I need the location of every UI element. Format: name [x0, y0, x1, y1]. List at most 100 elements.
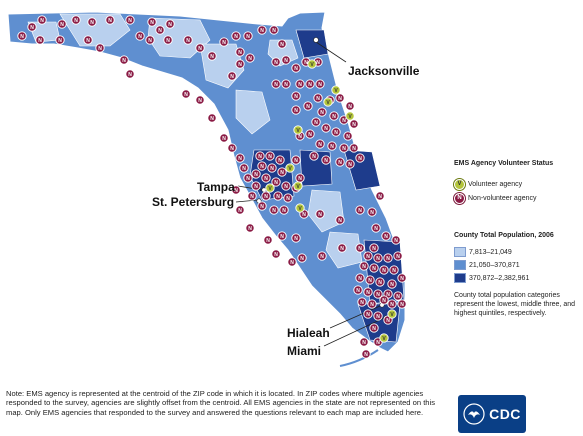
volunteer-agency-marker: [285, 163, 295, 173]
nonvolunteer-agency-marker: [393, 291, 403, 301]
nonvolunteer-marker-glyph: N: [316, 96, 320, 102]
nonvolunteer-marker-glyph: N: [358, 246, 362, 252]
nonvolunteer-marker-glyph: N: [358, 208, 362, 214]
nonvolunteer-agency-marker: [291, 91, 301, 101]
nonvolunteer-marker-glyph: N: [386, 256, 390, 262]
nonvolunteer-marker-glyph: N: [286, 196, 290, 202]
nonvolunteer-marker-icon: N: [454, 193, 465, 204]
nonvolunteer-marker-glyph: N: [98, 46, 102, 52]
nonvolunteer-agency-marker: [335, 215, 345, 225]
nonvolunteer-agency-marker: [291, 105, 301, 115]
nonvolunteer-marker-glyph: N: [108, 18, 112, 24]
nonvolunteer-marker-glyph: N: [184, 92, 188, 98]
nonvolunteer-agency-marker: [207, 51, 217, 61]
nonvolunteer-agency-marker: [265, 151, 275, 161]
nonvolunteer-agency-marker: [321, 123, 331, 133]
nonvolunteer-agency-marker: [335, 157, 345, 167]
nonvolunteer-agency-marker: [317, 251, 327, 261]
nonvolunteer-marker-glyph: N: [306, 104, 310, 110]
nonvolunteer-marker-glyph: N: [356, 288, 360, 294]
nonvolunteer-agency-marker: [219, 37, 229, 47]
nonvolunteer-agency-marker: [375, 191, 385, 201]
nonvolunteer-marker-glyph: N: [86, 38, 90, 44]
nonvolunteer-marker-glyph: N: [294, 158, 298, 164]
county-region-high: [343, 149, 381, 191]
nonvolunteer-agency-marker: [313, 93, 323, 103]
volunteer-marker-glyph: V: [326, 100, 330, 106]
nonvolunteer-marker-glyph: N: [320, 110, 324, 116]
nonvolunteer-agency-marker: [281, 79, 291, 89]
nonvolunteer-marker-glyph: N: [90, 20, 94, 26]
nonvolunteer-marker-glyph: N: [318, 212, 322, 218]
nonvolunteer-agency-marker: [373, 311, 383, 321]
nonvolunteer-marker-glyph: N: [74, 18, 78, 24]
nonvolunteer-agency-marker: [235, 59, 245, 69]
nonvolunteer-marker-glyph: N: [334, 130, 338, 136]
nonvolunteer-marker-glyph: N: [352, 146, 356, 152]
nonvolunteer-marker-glyph: N: [278, 158, 282, 164]
nonvolunteer-agency-marker: [57, 19, 67, 29]
nonvolunteer-marker-glyph: N: [366, 254, 370, 260]
nonvolunteer-marker-glyph: N: [158, 28, 162, 34]
nonvolunteer-agency-marker: [355, 205, 365, 215]
nonvolunteer-agency-marker: [255, 151, 265, 161]
population-legend-title: County Total Population, 2006: [454, 232, 554, 239]
nonvolunteer-marker-glyph: N: [128, 18, 132, 24]
nonvolunteer-marker-glyph: N: [298, 176, 302, 182]
nonvolunteer-agency-marker: [275, 155, 285, 165]
nonvolunteer-agency-marker: [219, 133, 229, 143]
nonvolunteer-agency-marker: [343, 131, 353, 141]
hhs-eagle-icon: [463, 403, 485, 425]
nonvolunteer-marker-glyph: N: [30, 25, 34, 31]
nonvolunteer-agency-marker: [367, 207, 377, 217]
nonvolunteer-agency-marker: [195, 95, 205, 105]
nonvolunteer-marker-glyph: N: [242, 166, 246, 172]
nonvolunteer-marker-glyph: N: [384, 234, 388, 240]
nonvolunteer-marker-glyph: N: [372, 326, 376, 332]
nonvolunteer-agency-marker: [317, 107, 327, 117]
nonvolunteer-marker-glyph: N: [258, 154, 262, 160]
nonvolunteer-agency-marker: [105, 15, 115, 25]
nonvolunteer-agency-marker: [315, 209, 325, 219]
nonvolunteer-agency-marker: [345, 101, 355, 111]
nonvolunteer-agency-marker: [369, 243, 379, 253]
nonvolunteer-agency-marker: [261, 191, 271, 201]
nonvolunteer-agency-marker: [257, 201, 267, 211]
nonvolunteer-agency-marker: [291, 155, 301, 165]
nonvolunteer-agency-marker: [363, 309, 373, 319]
nonvolunteer-agency-marker: [295, 79, 305, 89]
nonvolunteer-agency-marker: [391, 235, 401, 245]
st-petersburg-leader: [235, 199, 259, 203]
nonvolunteer-marker-glyph: N: [238, 62, 242, 68]
nonvolunteer-marker-glyph: N: [392, 268, 396, 274]
nonvolunteer-marker-glyph: N: [20, 34, 24, 40]
nonvolunteer-marker-glyph: N: [260, 204, 264, 210]
nonvolunteer-agency-marker: [251, 181, 261, 191]
city-label-tampa: Tampa: [197, 180, 235, 194]
nonvolunteer-marker-glyph: N: [362, 264, 366, 270]
nonvolunteer-marker-glyph: N: [362, 340, 366, 346]
nonvolunteer-agency-marker: [383, 253, 393, 263]
nonvolunteer-agency-marker: [235, 205, 245, 215]
nonvolunteer-marker-glyph: N: [378, 280, 382, 286]
volunteer-status-legend: EMS Agency Volunteer Status V Volunteer …: [454, 160, 579, 204]
nonvolunteer-marker-glyph: N: [386, 292, 390, 298]
nonvolunteer-agency-marker: [17, 31, 27, 41]
nonvolunteer-agency-marker: [243, 173, 253, 183]
nonvolunteer-marker-glyph: N: [260, 28, 264, 34]
nonvolunteer-agency-marker: [277, 167, 287, 177]
legend-range-mid: 21,050–370,871: [454, 260, 579, 270]
nonvolunteer-marker-glyph: N: [268, 154, 272, 160]
nonvolunteer-marker-glyph: N: [400, 276, 404, 282]
nonvolunteer-marker-glyph: N: [128, 72, 132, 78]
nonvolunteer-marker-glyph: N: [276, 194, 280, 200]
nonvolunteer-agency-marker: [235, 153, 245, 163]
swatch-mid: [454, 260, 466, 270]
volunteer-agency-marker: [295, 203, 305, 213]
county-region-low: [307, 189, 345, 233]
nonvolunteer-agency-marker: [281, 55, 291, 65]
city-label-jacksonville: Jacksonville: [348, 64, 420, 78]
volunteer-agency-marker: [293, 125, 303, 135]
nonvolunteer-agency-marker: [355, 273, 365, 283]
nonvolunteer-marker-glyph: N: [358, 156, 362, 162]
